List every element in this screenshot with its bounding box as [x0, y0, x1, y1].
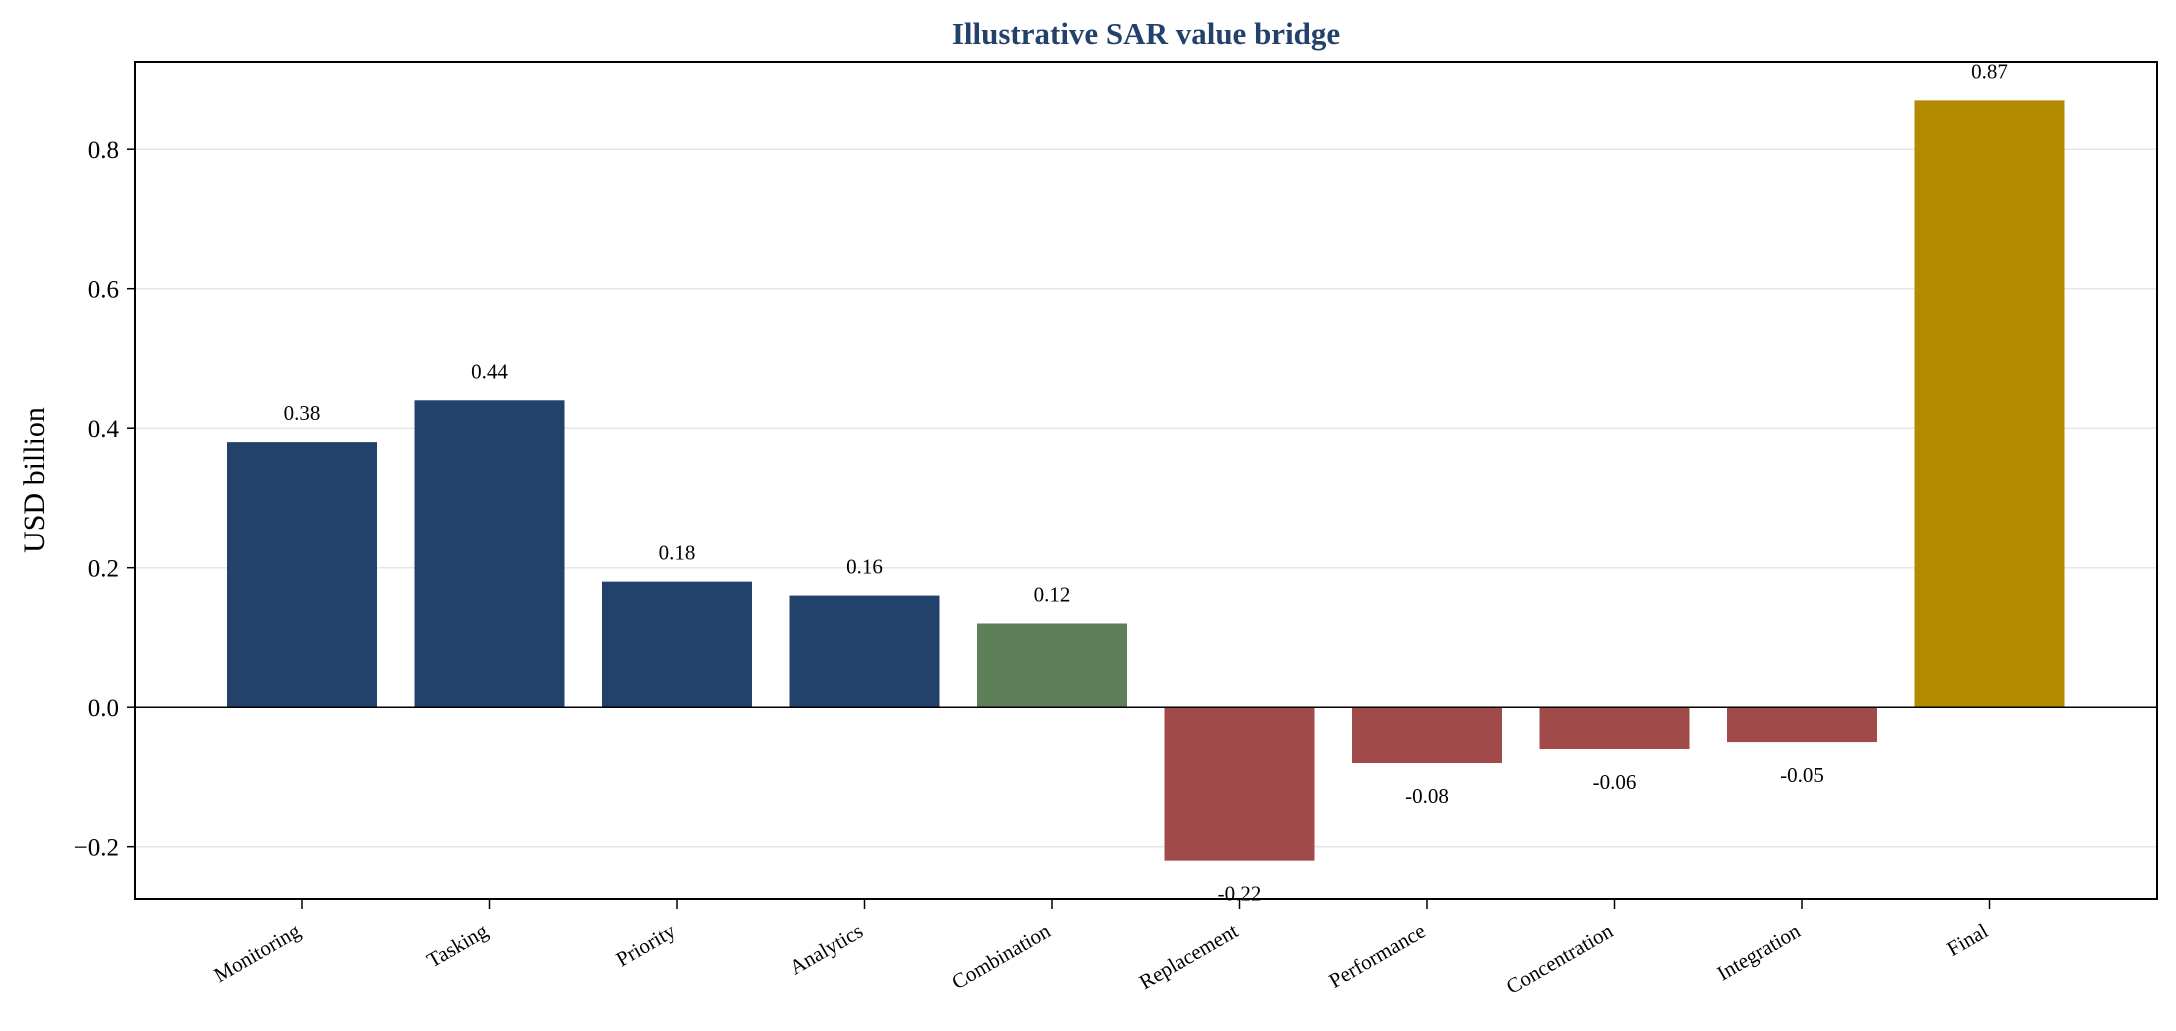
- bar: [789, 595, 940, 708]
- bar: [1539, 707, 1690, 750]
- bar: [1727, 707, 1877, 743]
- x-tick-label: Priority: [612, 918, 680, 971]
- data-label: -0.06: [1593, 770, 1637, 794]
- y-axis: −0.2 0.0 0.2 0.4 0.6 0.8: [74, 137, 135, 862]
- y-tick-label: 0.8: [88, 137, 119, 164]
- x-tick-label: Performance: [1325, 919, 1430, 993]
- x-tick-label: Final: [1943, 918, 1993, 960]
- bar: [977, 623, 1127, 708]
- x-tick-label: Combination: [948, 918, 1055, 994]
- bar: [1914, 100, 2065, 708]
- data-label: 0.38: [284, 401, 321, 425]
- y-tick-label: −0.2: [74, 835, 119, 862]
- y-tick-label: 0.0: [88, 695, 119, 722]
- y-tick-label: 0.2: [88, 556, 119, 583]
- x-tick-label: Analytics: [785, 919, 867, 980]
- y-axis-label: USD billion: [18, 407, 51, 553]
- x-tick-label: Tasking: [423, 918, 493, 972]
- data-label: 0.18: [659, 541, 696, 565]
- data-label: 0.44: [471, 359, 508, 383]
- x-axis: Monitoring Tasking Priority Analytics Combin…: [210, 899, 1992, 999]
- bar: [1164, 707, 1315, 861]
- data-label: 0.87: [1971, 59, 2008, 83]
- y-tick-label: 0.6: [88, 277, 119, 304]
- x-tick-label: Integration: [1713, 918, 1805, 985]
- data-label: -0.05: [1780, 763, 1824, 787]
- x-tick-label: Monitoring: [210, 918, 305, 987]
- x-tick-label: Concentration: [1502, 918, 1617, 999]
- data-labels: 0.380.440.180.160.12-0.22-0.08-0.06 -0.05…: [284, 59, 2008, 905]
- data-label: 0.12: [1034, 582, 1071, 606]
- data-label: -0.08: [1405, 784, 1449, 808]
- y-tick-label: 0.4: [88, 416, 120, 443]
- bar: [1352, 707, 1502, 763]
- x-tick-label: Replacement: [1135, 918, 1242, 994]
- bar: [414, 400, 565, 708]
- bars: [227, 100, 2065, 861]
- data-label: 0.16: [846, 555, 883, 579]
- bar: [602, 581, 752, 708]
- bar: [227, 442, 377, 708]
- plot-frame: [134, 61, 2158, 900]
- chart-title: Illustrative SAR value bridge: [952, 16, 1340, 51]
